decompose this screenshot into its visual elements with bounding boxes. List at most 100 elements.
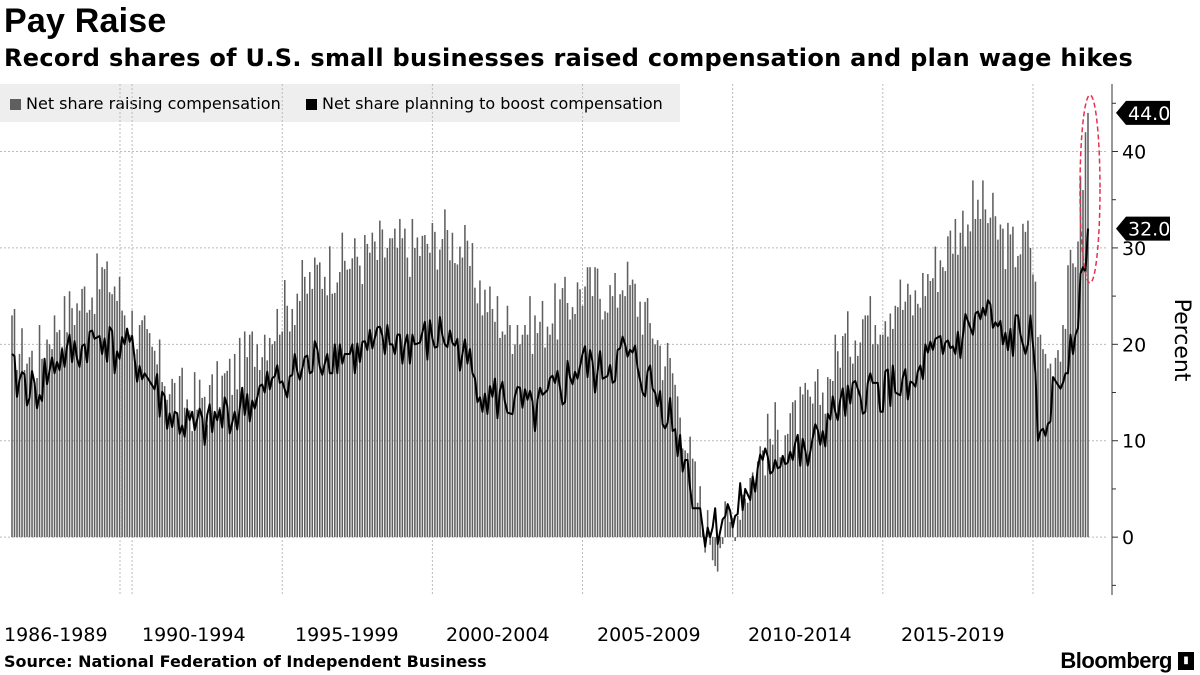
bar-raising-316 xyxy=(801,394,804,538)
bar-raising-0 xyxy=(11,315,13,538)
bar-raising-106 xyxy=(276,308,279,538)
bar-raising-176 xyxy=(451,232,454,538)
bar-raising-342 xyxy=(867,315,869,538)
bar-raising-165 xyxy=(424,235,426,538)
bar-raising-351 xyxy=(889,313,892,538)
bar-raising-395 xyxy=(999,224,1002,538)
y-axis-title: Percent xyxy=(1169,299,1194,382)
bar-raising-73 xyxy=(193,372,196,538)
bar-raising-93 xyxy=(243,331,246,538)
bar-raising-368 xyxy=(932,278,934,538)
bar-raising-358 xyxy=(907,283,909,538)
bar-raising-2 xyxy=(16,370,18,538)
bar-raising-386 xyxy=(977,199,979,538)
bar-raising-392 xyxy=(992,192,994,538)
bar-raising-77 xyxy=(203,396,206,538)
bar-raising-181 xyxy=(464,225,466,538)
bar-raising-60 xyxy=(161,382,163,538)
y-tick-label-20: 20 xyxy=(1122,334,1146,356)
bar-raising-94 xyxy=(246,357,248,538)
bar-raising-280 xyxy=(711,537,714,561)
bar-raising-100 xyxy=(261,357,264,538)
bar-raising-302 xyxy=(766,413,769,538)
last-value-planning-box xyxy=(1116,216,1170,241)
bar-raising-373 xyxy=(944,271,947,538)
bar-raising-45 xyxy=(123,315,126,538)
bar-raising-382 xyxy=(967,224,969,538)
bar-raising-66 xyxy=(176,413,178,538)
bar-raising-236 xyxy=(601,319,604,538)
bar-raising-292 xyxy=(741,494,744,538)
bar-raising-380 xyxy=(962,210,964,538)
bar-raising-35 xyxy=(98,289,101,538)
bar-raising-4 xyxy=(21,328,23,538)
bar-raising-68 xyxy=(181,367,183,538)
x-tick-label-5: 2010-2014 xyxy=(748,624,852,646)
bar-raising-400 xyxy=(1012,226,1014,538)
bar-raising-233 xyxy=(594,267,596,538)
legend-label-raising: Net share raising compensation xyxy=(26,94,281,113)
bar-raising-268 xyxy=(681,448,684,538)
bar-raising-390 xyxy=(987,223,989,538)
bar-raising-74 xyxy=(196,409,198,538)
bar-raising-402 xyxy=(1017,255,1019,538)
bar-raising-352 xyxy=(892,328,894,538)
bar-raising-285 xyxy=(724,501,726,538)
bar-raising-344 xyxy=(872,344,874,538)
bar-raising-217 xyxy=(554,283,556,538)
bar-raising-228 xyxy=(581,305,584,538)
bar-raising-311 xyxy=(789,413,791,538)
bloomberg-logo: Bloomberg xyxy=(1060,648,1172,673)
bar-raising-104 xyxy=(271,344,274,538)
bar-raising-388 xyxy=(982,180,984,538)
bar-raising-75 xyxy=(198,379,201,538)
bar-raising-71 xyxy=(188,410,191,538)
bar-raising-369 xyxy=(934,246,937,538)
bar-raising-95 xyxy=(248,334,251,538)
bar-raising-411 xyxy=(1039,334,1042,538)
bar-raising-62 xyxy=(166,399,168,538)
bar-raising-152 xyxy=(391,238,394,538)
bar-raising-295 xyxy=(749,477,751,538)
bar-raising-214 xyxy=(546,326,549,538)
bar-raising-189 xyxy=(484,289,486,538)
chart-title: Pay Raise xyxy=(4,2,167,40)
bar-raising-81 xyxy=(213,411,216,538)
bar-raising-48 xyxy=(131,310,133,538)
bar-raising-361 xyxy=(914,290,917,538)
bar-raising-300 xyxy=(761,450,764,538)
bar-raising-190 xyxy=(486,312,489,538)
bar-raising-167 xyxy=(429,252,431,538)
bar-raising-200 xyxy=(511,353,514,538)
bar-raising-14 xyxy=(46,339,48,538)
bar-raising-9 xyxy=(33,382,36,538)
x-axis-labels: 1986-1989 1990-1994 1995-1999 2000-2004 2005… xyxy=(4,624,1005,646)
bar-raising-196 xyxy=(501,331,504,538)
bar-raising-322 xyxy=(816,369,819,538)
bar-raising-391 xyxy=(989,217,992,538)
bar-raising-58 xyxy=(156,364,158,538)
bar-raising-282 xyxy=(716,537,719,572)
bar-raising-115 xyxy=(298,300,301,538)
bar-raising-383 xyxy=(969,231,972,538)
bar-raising-343 xyxy=(869,296,872,538)
bar-raising-394 xyxy=(997,239,999,538)
bar-raising-172 xyxy=(441,239,444,538)
bar-raising-34 xyxy=(96,253,98,538)
bar-raising-50 xyxy=(136,349,138,538)
bar-raising-350 xyxy=(887,336,889,538)
bar-raising-429 xyxy=(1084,132,1087,538)
bar-raising-15 xyxy=(48,344,51,538)
bar-raising-370 xyxy=(937,291,939,538)
bar-raising-83 xyxy=(218,406,221,538)
bar-raising-163 xyxy=(419,255,421,538)
bar-raising-219 xyxy=(559,299,561,538)
bar-raising-51 xyxy=(138,325,141,538)
bar-raising-210 xyxy=(536,333,539,538)
bar-raising-148 xyxy=(381,229,384,538)
bar-raising-55 xyxy=(148,333,151,538)
bar-raising-307 xyxy=(779,457,781,538)
bar-raising-427 xyxy=(1079,177,1082,538)
bar-raising-336 xyxy=(852,363,854,538)
bar-raising-348 xyxy=(882,334,884,538)
